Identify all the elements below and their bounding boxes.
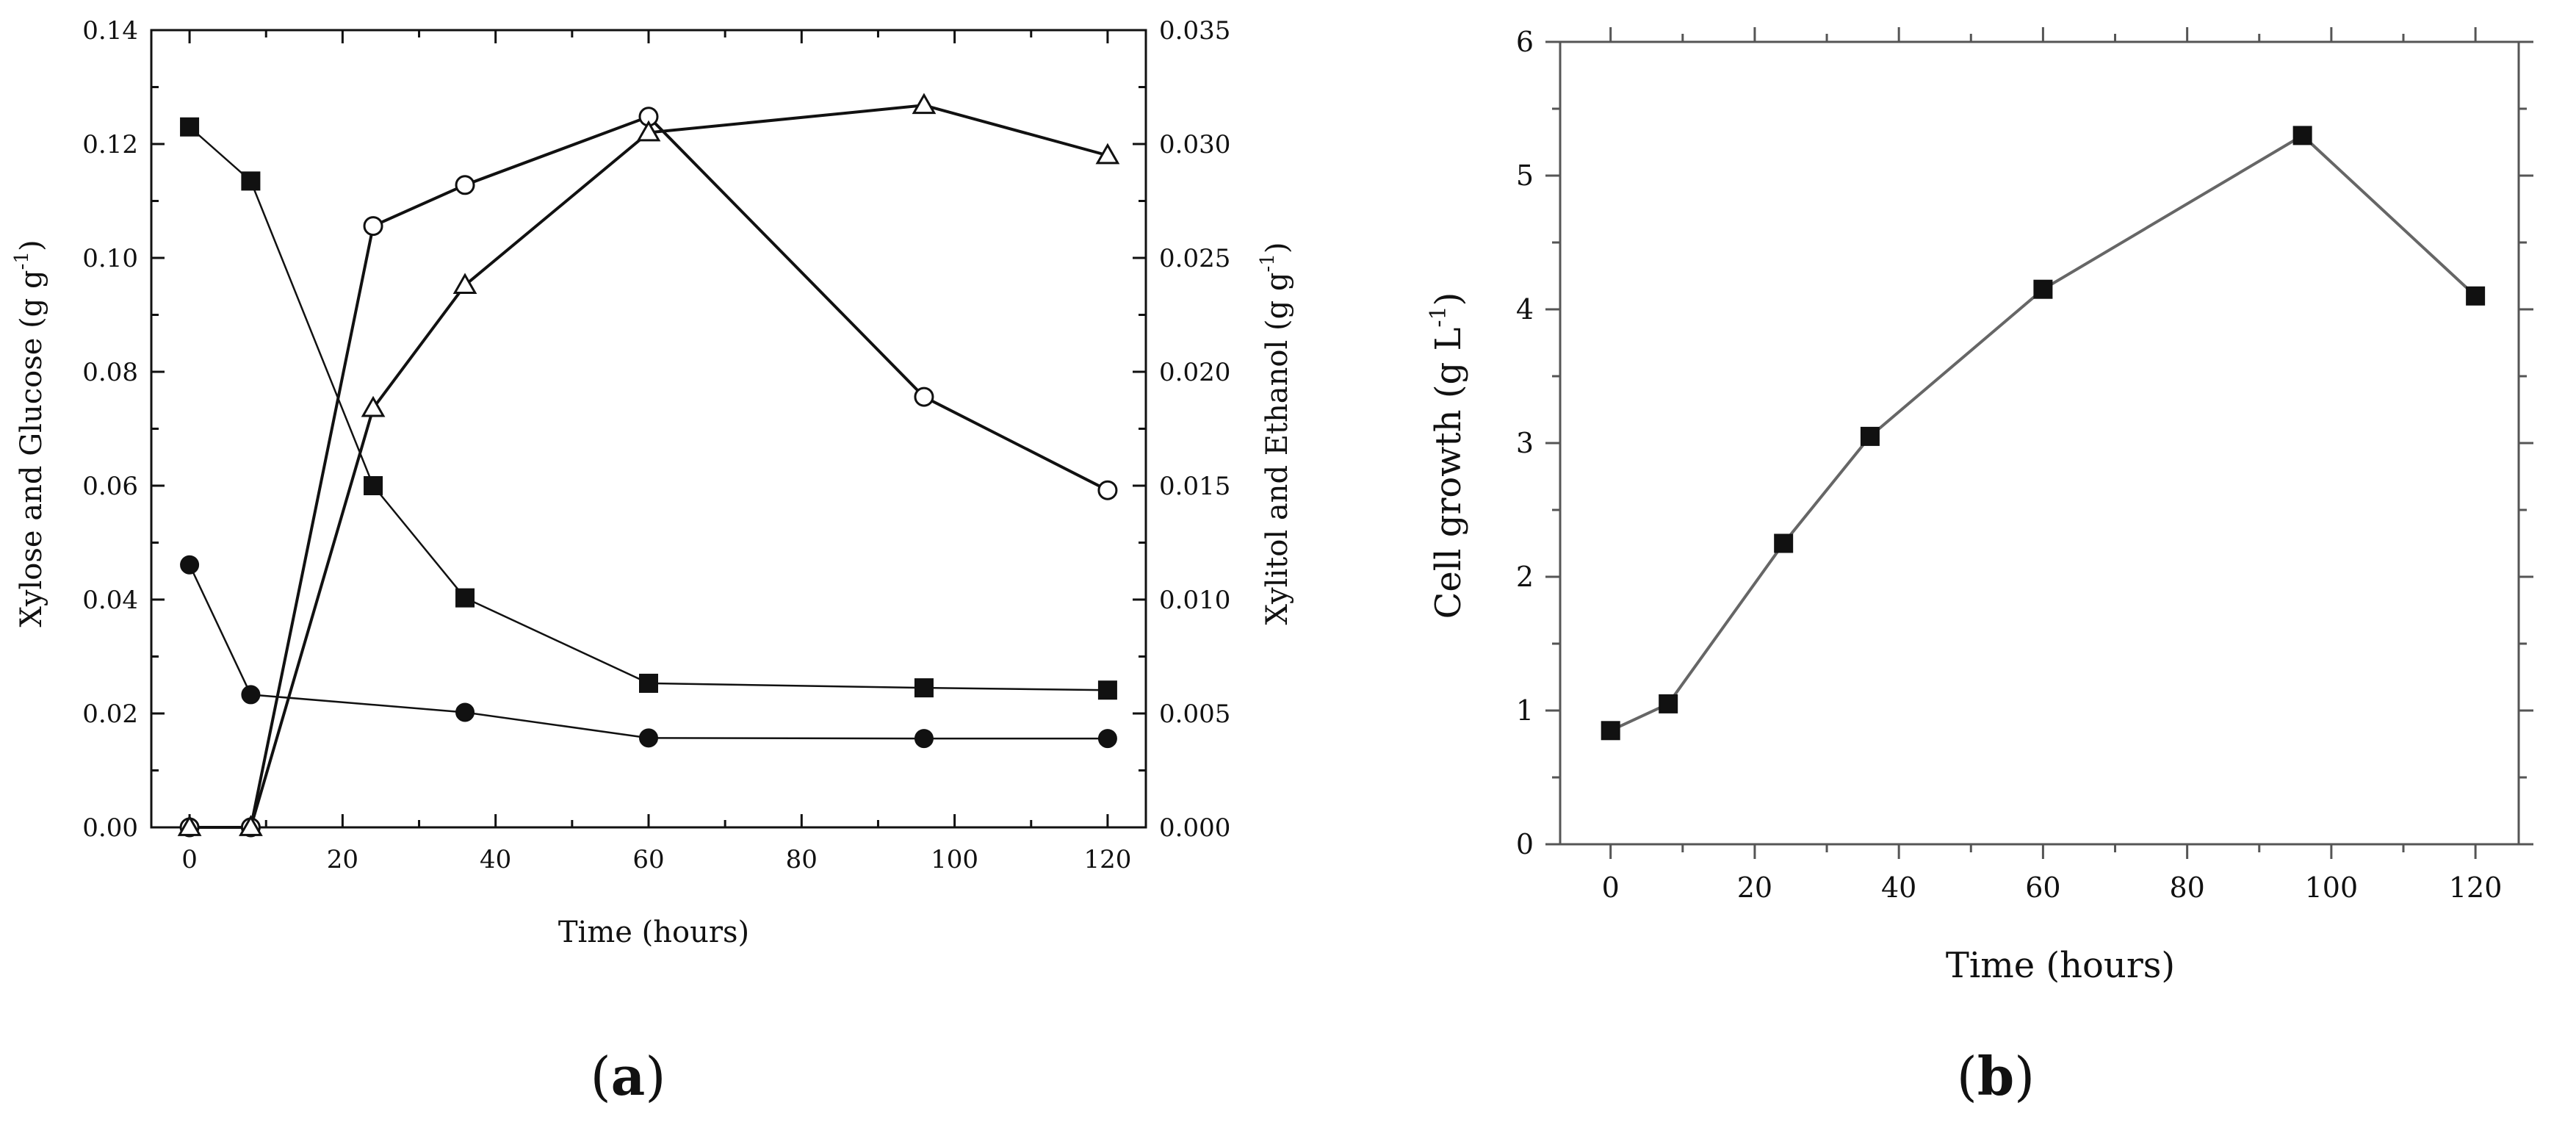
y-tick-label-left-a: 0.12 xyxy=(82,130,138,159)
data-point-ethanol xyxy=(361,395,386,417)
data-point-glucose xyxy=(455,702,475,722)
series-line-glucose xyxy=(188,564,1108,740)
y-tick-label-right-a: 0.015 xyxy=(1159,472,1230,501)
x-axis-title-b: Time (hours) xyxy=(1946,945,2175,986)
data-point-cell-growth xyxy=(2292,126,2312,145)
x-tick-label-a: 60 xyxy=(632,845,664,874)
x-tick-label-b: 120 xyxy=(2449,871,2503,904)
data-point-glucose xyxy=(639,728,658,748)
series-markers-b xyxy=(1601,126,2486,741)
y-tick-label-left-a: 0.06 xyxy=(82,472,138,501)
tick-labels-a: 0 20 40 60 80 100 120 0.00 0.02 0.04 0.06 0.08 0.10 0… xyxy=(82,16,1230,874)
data-point-ethanol xyxy=(636,120,661,142)
y-axis-title-right-a: Xylitol and Ethanol (g g-1) xyxy=(1257,242,1294,625)
data-point-cell-growth xyxy=(2033,279,2053,299)
y-tick-label-right-a: 0.025 xyxy=(1159,244,1230,273)
panel-label-b: (b) xyxy=(1957,1045,2035,1107)
y-tick-label-right-a: 0.030 xyxy=(1159,130,1230,159)
y-tick-label-b: 2 xyxy=(1516,561,1534,593)
x-tick-label-a: 20 xyxy=(327,845,358,874)
y-tick-label-b: 0 xyxy=(1516,828,1534,860)
y-tick-label-b: 3 xyxy=(1516,427,1534,459)
data-point-xylose xyxy=(1097,680,1117,700)
y-tick-label-left-a: 0.10 xyxy=(82,244,138,273)
data-point-ethanol xyxy=(177,815,202,836)
chart-panel-b: 0 20 40 60 80 100 120 0 1 2 3 4 5 6 Time (hours) Cell… xyxy=(1426,26,2533,1107)
series-line-cell-growth xyxy=(1609,133,2477,733)
data-point-xylitol xyxy=(914,386,934,407)
y-tick-label-right-a: 0.005 xyxy=(1159,700,1230,729)
data-point-cell-growth xyxy=(2466,286,2486,306)
y-tick-label-left-a: 0.08 xyxy=(82,358,138,387)
y-tick-label-right-a: 0.000 xyxy=(1159,813,1230,843)
data-point-ethanol xyxy=(452,273,477,295)
chart-panel-a: 0 20 40 60 80 100 120 0.00 0.02 0.04 0.06 0.08 0.10 0… xyxy=(11,16,1294,1107)
data-point-cell-growth xyxy=(1659,694,1678,713)
series-line-ethanol xyxy=(190,104,1108,829)
data-point-xylose xyxy=(364,476,383,495)
data-point-glucose xyxy=(241,685,261,705)
y-axis-title-left-a: Xylose and Glucose (g g-1) xyxy=(11,240,48,627)
plot-frame-a xyxy=(150,29,1147,829)
x-tick-label-a: 40 xyxy=(480,845,511,874)
data-point-cell-growth xyxy=(1860,426,1880,446)
data-point-glucose xyxy=(1097,729,1117,749)
data-point-xylitol xyxy=(1097,480,1118,500)
series-lines-b xyxy=(1609,133,2477,733)
data-point-xylitol xyxy=(363,216,383,237)
y-tick-label-right-a: 0.010 xyxy=(1159,586,1230,615)
data-point-ethanol xyxy=(912,93,937,115)
x-tick-label-a: 0 xyxy=(181,845,198,874)
y-tick-label-right-a: 0.035 xyxy=(1159,16,1230,46)
x-tick-label-a: 80 xyxy=(786,845,818,874)
x-tick-label-b: 60 xyxy=(2025,871,2060,904)
data-point-cell-growth xyxy=(1774,533,1794,553)
y-tick-label-b: 1 xyxy=(1516,694,1534,727)
x-tick-label-b: 20 xyxy=(1737,871,1772,904)
data-point-ethanol xyxy=(1095,143,1120,165)
data-point-glucose xyxy=(914,729,934,749)
data-point-xylitol xyxy=(455,175,475,195)
x-tick-label-a: 100 xyxy=(931,845,978,874)
x-tick-label-b: 0 xyxy=(1602,871,1620,904)
data-point-glucose xyxy=(180,555,200,575)
data-point-xylose xyxy=(180,117,200,137)
x-tick-label-b: 40 xyxy=(1881,871,1916,904)
y-tick-label-b: 4 xyxy=(1516,293,1534,326)
series-line-xylitol xyxy=(190,115,1108,829)
x-tick-label-a: 120 xyxy=(1083,845,1131,874)
y-tick-label-right-a: 0.020 xyxy=(1159,358,1230,387)
y-tick-label-left-a: 0.00 xyxy=(82,813,138,843)
series-line-xylose xyxy=(189,126,1108,691)
axis-ticks-b xyxy=(1545,27,2533,859)
series-markers-a xyxy=(177,93,1120,838)
data-point-xylose xyxy=(914,678,934,698)
data-point-xylose xyxy=(241,171,261,191)
y-axis-title-b: Cell growth (g L-1) xyxy=(1426,292,1469,619)
y-tick-label-left-a: 0.14 xyxy=(82,16,138,46)
y-tick-label-left-a: 0.02 xyxy=(82,700,138,729)
data-point-ethanol xyxy=(239,815,263,836)
tick-labels-b: 0 20 40 60 80 100 120 0 1 2 3 4 5 6 xyxy=(1516,26,2503,904)
x-tick-label-b: 100 xyxy=(2305,871,2359,904)
series-lines-a xyxy=(188,104,1108,829)
plot-frame-b xyxy=(1559,40,2520,846)
data-point-cell-growth xyxy=(1601,721,1620,741)
data-point-xylose xyxy=(455,588,475,608)
data-point-xylose xyxy=(639,673,658,693)
axis-ticks-a xyxy=(151,29,1146,829)
x-tick-label-b: 80 xyxy=(2169,871,2204,904)
panel-label-a: (a) xyxy=(591,1045,666,1107)
y-tick-label-b: 6 xyxy=(1516,26,1534,58)
y-tick-label-b: 5 xyxy=(1516,159,1534,192)
x-axis-title-a: Time (hours) xyxy=(558,916,749,949)
y-tick-label-left-a: 0.04 xyxy=(82,586,138,615)
